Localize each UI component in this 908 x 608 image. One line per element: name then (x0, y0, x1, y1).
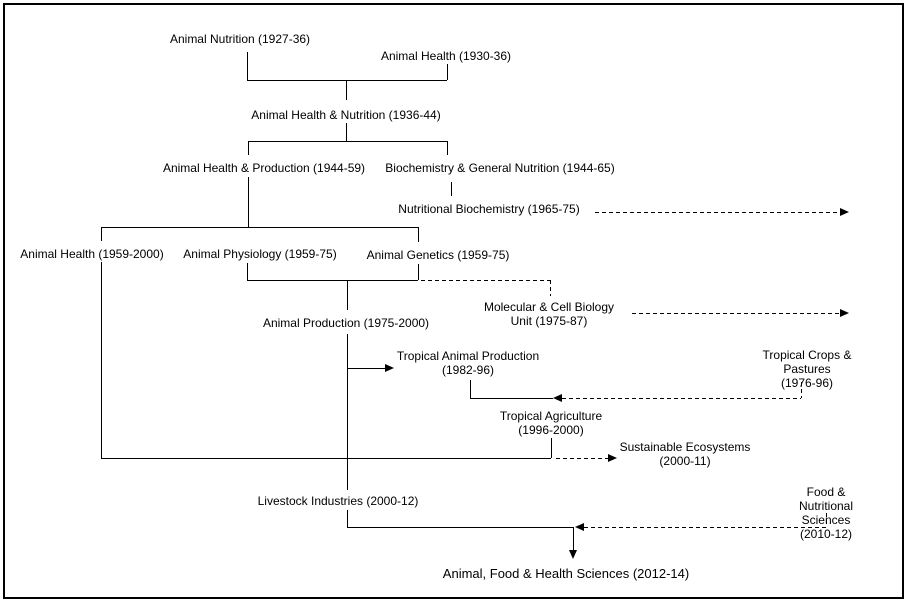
line-biochem-to-nutritional (451, 182, 452, 196)
node-animal-health-1959: Animal Health (1959-2000) (20, 247, 164, 261)
node-animal-health-1930: Animal Health (1930-36) (380, 49, 512, 63)
node-animal-genetics-1959: Animal Genetics (1959-75) (366, 248, 510, 262)
line-tropical-agriculture-drop (551, 438, 552, 458)
node-animal-food-health-sciences-2012: Animal, Food & Health Sciences (2012-14) (442, 566, 690, 581)
line-split-1944-bar (248, 141, 447, 142)
arrowhead-sustainable-right (608, 454, 617, 462)
line-ahn-stem (346, 123, 347, 141)
line-split-1944-left-drop (248, 141, 249, 155)
line-merge-1975-bar (247, 280, 418, 281)
line-fns-dashed-h (584, 527, 826, 528)
line-animal-health-1930-drop (447, 64, 448, 80)
line-ahp-stem (248, 177, 249, 227)
node-animal-production-1975: Animal Production (1975-2000) (262, 316, 430, 330)
line-animal-health-long-v (101, 262, 102, 458)
node-animal-health-production-1944: Animal Health & Production (1944-59) (162, 161, 366, 175)
node-molecular-cell-biology-unit: Molecular & Cell Biology Unit (1975-87) (483, 300, 615, 328)
node-tropical-crops-pastures-1976: Tropical Crops & Pastures (1976-96) (762, 348, 852, 390)
node-tropical-animal-production-1982: Tropical Animal Production (1982-96) (396, 349, 540, 377)
arrowhead-tropical-animal-prod-right (385, 364, 394, 372)
line-merge-1975-stem (347, 280, 348, 310)
border-frame (3, 3, 904, 599)
line-fns-dashed-drop (826, 513, 827, 527)
line-livestock-drop (347, 510, 348, 527)
line-split-1959-bar (101, 227, 418, 228)
line-mcb-dashed-h (421, 280, 550, 281)
node-nutritional-biochemistry-1965: Nutritional Biochemistry (1965-75) (398, 202, 580, 216)
line-animal-health-long-h (101, 458, 551, 459)
line-split-1959-right-drop (418, 227, 419, 242)
line-mcb-exit-dashed (632, 313, 840, 314)
line-split-1944-right-drop (447, 141, 448, 155)
line-tcp-dashed-h (562, 398, 801, 399)
line-tcp-dashed-drop (801, 382, 802, 398)
node-sustainable-ecosystems-2000: Sustainable Ecosystems (2000-11) (619, 440, 751, 468)
line-sustainable-dashed (556, 458, 608, 459)
line-merge-1936-stem (346, 80, 347, 100)
line-arrow-tropical-animal-prod (347, 368, 385, 369)
line-tap-elbow-h (470, 398, 553, 399)
line-final-stem (573, 527, 574, 550)
line-nutritional-biochem-exit-dashed (595, 212, 840, 213)
node-livestock-industries-2000: Livestock Industries (2000-12) (257, 494, 419, 508)
arrowhead-tcp-left (553, 394, 562, 402)
line-mcb-dashed-v (550, 280, 551, 296)
node-animal-physiology-1959: Animal Physiology (1959-75) (183, 247, 337, 261)
node-biochemistry-general-nutrition: Biochemistry & General Nutrition (1944-6… (385, 161, 615, 175)
line-livestock-elbow-h (347, 527, 573, 528)
node-animal-nutrition-1927: Animal Nutrition (1927-36) (169, 32, 311, 46)
line-split-1959-left-drop (101, 227, 102, 241)
node-animal-health-nutrition-1936: Animal Health & Nutrition (1936-44) (251, 108, 441, 122)
line-tap-drop (470, 380, 471, 398)
line-animal-production-stem (347, 334, 348, 490)
arrowhead-final-down (569, 550, 577, 559)
arrowhead-mcb-right (840, 309, 849, 317)
line-merge-1936-bar (247, 80, 447, 81)
line-animal-nutrition-drop (247, 52, 248, 80)
node-tropical-agriculture-1996: Tropical Agriculture (1996-2000) (499, 409, 603, 437)
arrowhead-nutritional-biochem-right (840, 208, 849, 216)
line-physiology-drop (247, 263, 248, 280)
arrowhead-fns-left (575, 523, 584, 531)
node-food-nutritional-sciences-2010: Food & Nutritional Sciences (2010-12) (798, 485, 854, 541)
line-genetics-drop (418, 264, 419, 280)
